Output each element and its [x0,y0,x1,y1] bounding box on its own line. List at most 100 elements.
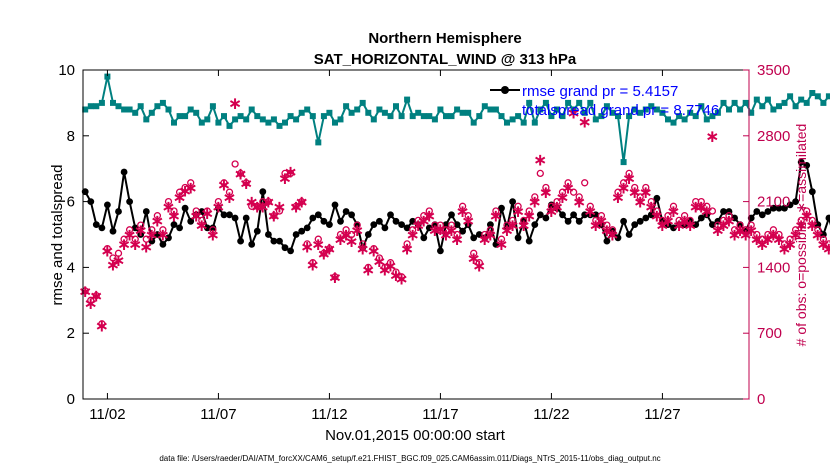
possible-point [675,216,683,225]
totalspread-point [714,109,721,116]
rmse-point [514,234,522,242]
rmse-point [387,211,394,219]
possible-point [669,202,678,210]
possible-point [264,197,273,206]
assimilated-point: ∗ [594,211,608,231]
totalspread-point [87,103,94,110]
assimilated-point: ∗ [322,240,336,260]
totalspread-point [776,103,782,110]
assimilated-point: ∗ [705,127,719,147]
totalspread-point [748,109,755,116]
rmse-point [265,231,272,238]
possible-point [392,268,400,276]
rmse-point [154,231,161,238]
possible-point [464,212,472,220]
rmse-point [181,204,189,212]
totalspread-point [742,99,749,106]
possible-point [569,188,578,196]
y2-tick-label: 0 [757,391,765,408]
rmse-point [525,237,533,245]
assimilated-point: ∗ [489,207,503,227]
totalspread-point [537,106,544,113]
assimilated-point: ∗ [439,226,453,246]
assimilated-point: ∗ [106,256,120,276]
rmse-point [348,211,355,219]
assimilated-point: ∗ [611,188,625,208]
possible-point [758,235,766,243]
possible-point [680,212,689,220]
totalspread-point [814,93,821,100]
totalspread-point [515,113,522,120]
totalspread-point [398,113,405,120]
possible-point [708,207,717,215]
rmse-point [215,204,222,212]
possible-point [131,235,139,243]
assimilated-point: ∗ [655,216,669,236]
totalspread-point [276,122,283,129]
totalspread-point [409,113,416,120]
rmse-point [475,231,483,238]
assimilated-point: ∗ [622,169,636,189]
possible-point [414,216,422,225]
assimilated-point: ∗ [317,244,331,264]
possible-point [586,202,594,210]
assimilated-point: ∗ [383,257,397,277]
totalspread-point [226,122,233,129]
possible-point [314,235,322,243]
assimilated-point: ∗ [555,188,569,208]
rmse-point [803,162,811,169]
totalspread-point [337,116,344,123]
rmse-point [498,204,505,212]
possible-point [564,179,572,187]
totalspread-point [492,106,499,113]
assimilated-point: ∗ [278,169,292,189]
data-file-footnote: data file: /Users/raeder/DAI/ATM_forcXX/… [159,454,660,463]
totalspread-point [759,103,766,110]
totalspread-point [509,116,516,123]
totalspread-point [498,113,505,120]
rmse-point [470,234,478,242]
possible-point [658,216,667,225]
totalspread-point [315,139,322,146]
assimilated-point: ∗ [711,221,725,241]
assimilated-point: ∗ [672,216,686,236]
possible-point [486,226,495,234]
totalspread-point [637,109,644,116]
assimilated-point: ∗ [117,235,131,255]
assimilated-point: ∗ [78,282,92,302]
rmse-point [770,204,777,212]
assimilated-point: ∗ [95,317,109,337]
possible-point [808,216,816,225]
rmse-point [731,214,738,222]
possible-point [214,197,223,206]
assimilated-point: ∗ [222,188,236,208]
possible-point [153,212,162,220]
rmse-point [598,221,605,229]
totalspread-point [182,113,189,120]
totalspread-point [437,106,444,113]
x-tick-label: 11/07 [200,406,236,423]
possible-point [81,287,89,295]
possible-point [608,226,617,234]
possible-point [198,216,206,225]
possible-point [286,169,295,178]
possible-point [409,226,417,234]
assimilated-point: ∗ [444,221,458,241]
assimilated-point: ∗ [211,197,225,217]
rmse-point [453,221,461,229]
series-assimilated: ∗∗∗∗∗∗∗∗∗∗∗∗∗∗∗∗∗∗∗∗∗∗∗∗∗∗∗∗∗∗∗∗∗∗∗∗∗∗∗∗… [78,94,830,337]
totalspread-point [787,93,794,100]
possible-point [220,179,228,187]
possible-point [125,226,134,234]
rmse-point [115,208,122,215]
possible-point [780,240,789,248]
rmse-point [381,224,389,232]
possible-point [397,273,406,281]
rmse-point [459,227,466,235]
totalspread-point [204,116,211,123]
possible-point [686,216,694,225]
totalspread-point [148,109,155,116]
assimilated-point: ∗ [295,193,309,213]
assimilated-point: ∗ [84,294,98,314]
rmse-point [570,211,577,219]
